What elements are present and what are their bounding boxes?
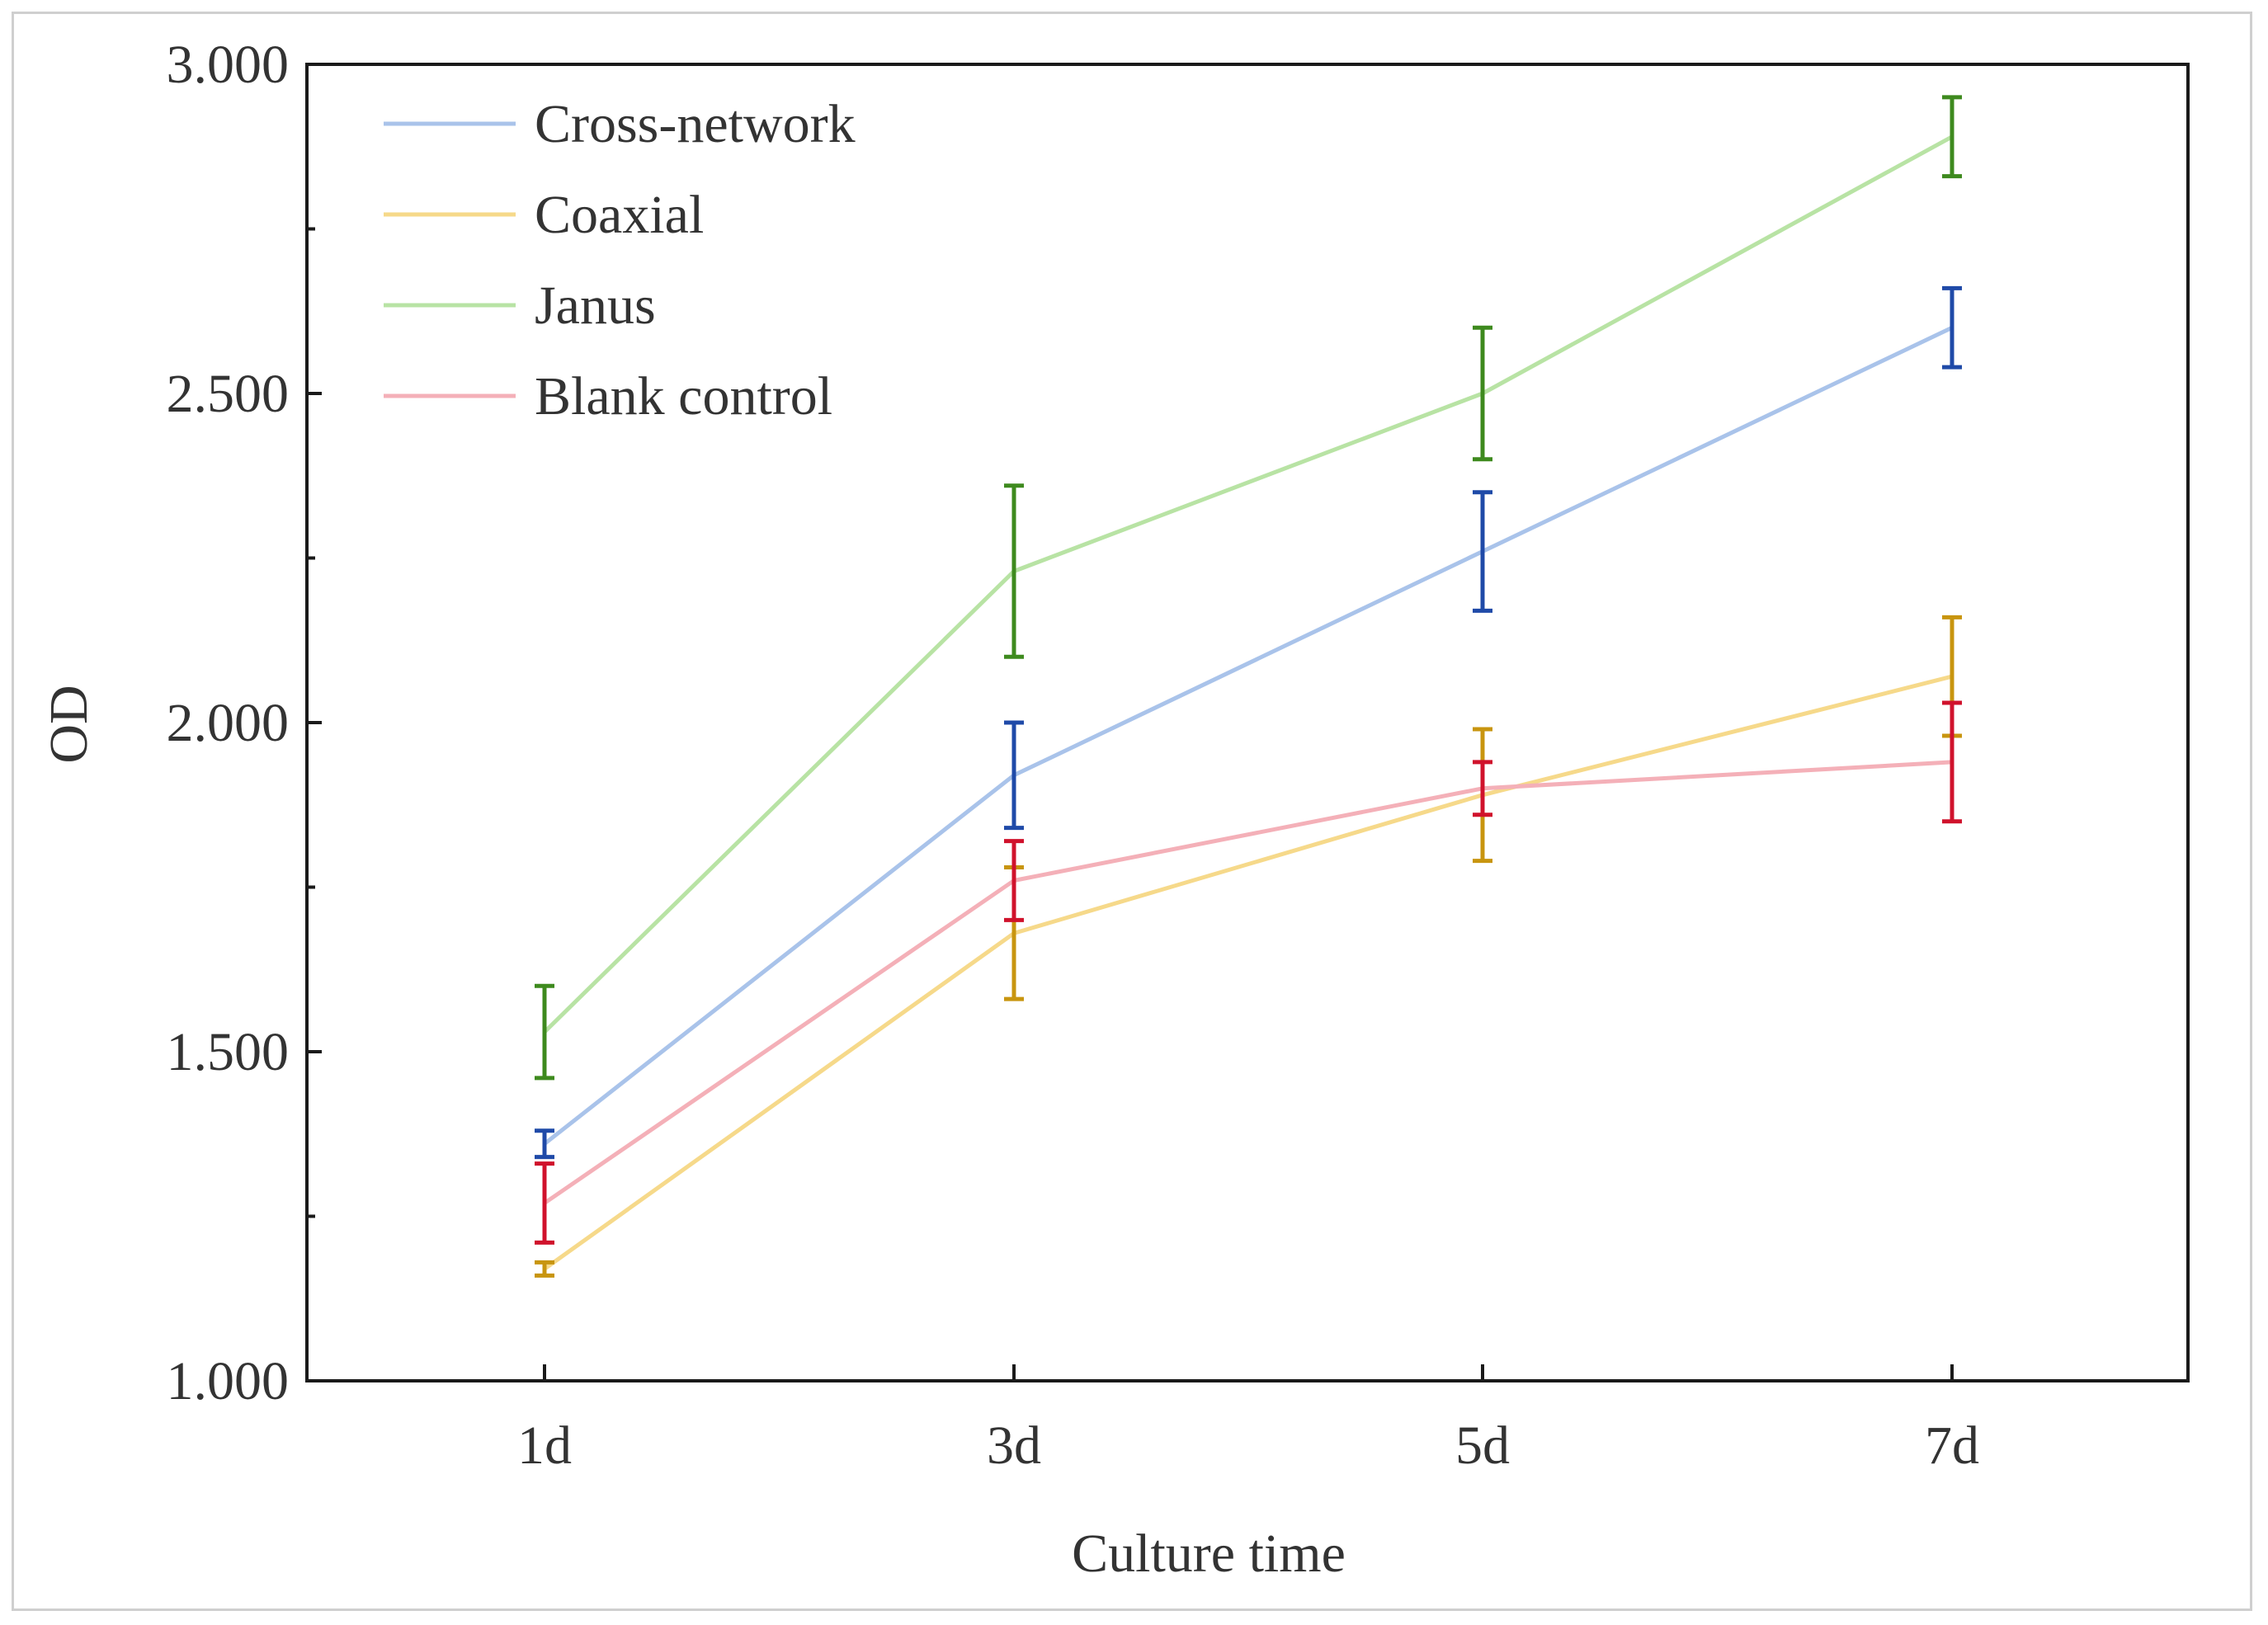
y-tick-label: 2.500 xyxy=(167,364,290,424)
y-tick-label: 3.000 xyxy=(167,35,290,95)
legend-label: Blank control xyxy=(535,366,832,426)
error-bar xyxy=(535,983,554,1081)
figure-frame xyxy=(12,12,2252,1611)
series-line xyxy=(543,760,1953,1205)
plot-border xyxy=(305,63,2190,1382)
error-bar xyxy=(1942,285,1962,370)
error-bar xyxy=(535,1161,554,1245)
error-bar xyxy=(1473,325,1492,462)
y-tick-label: 2.000 xyxy=(167,693,290,753)
series-line xyxy=(543,674,1953,1271)
error-bar xyxy=(535,1128,554,1160)
error-bar xyxy=(1942,700,1962,824)
error-bar xyxy=(1473,760,1492,817)
error-bar xyxy=(535,1260,554,1278)
legend: Cross-network Coaxial Janus Blank control xyxy=(384,94,856,426)
error-bar xyxy=(1004,483,1024,659)
error-bar xyxy=(1942,95,1962,179)
y-axis-title: OD xyxy=(39,685,99,763)
x-tick-label: 7d xyxy=(1925,1415,1979,1476)
series-line xyxy=(543,134,1954,1034)
x-axis-title: Culture time xyxy=(1072,1524,1346,1584)
y-tick-label: 1.500 xyxy=(167,1022,290,1082)
error-bar xyxy=(1473,490,1492,613)
legend-label: Janus xyxy=(535,276,656,336)
y-tick-label: 1.000 xyxy=(167,1351,290,1411)
series-line xyxy=(543,325,1954,1146)
x-tick-label: 3d xyxy=(987,1415,1041,1476)
x-tick-label: 5d xyxy=(1455,1415,1510,1476)
x-tick-label: 1d xyxy=(517,1415,572,1476)
error-bar xyxy=(1004,839,1024,922)
plot-area: 1.000 1.500 2.000 2.500 3.000 1d 3d 5d 7d xyxy=(167,35,2190,1476)
error-bar xyxy=(1004,720,1024,831)
legend-label: Coaxial xyxy=(535,185,704,245)
legend-label: Cross-network xyxy=(535,94,856,154)
